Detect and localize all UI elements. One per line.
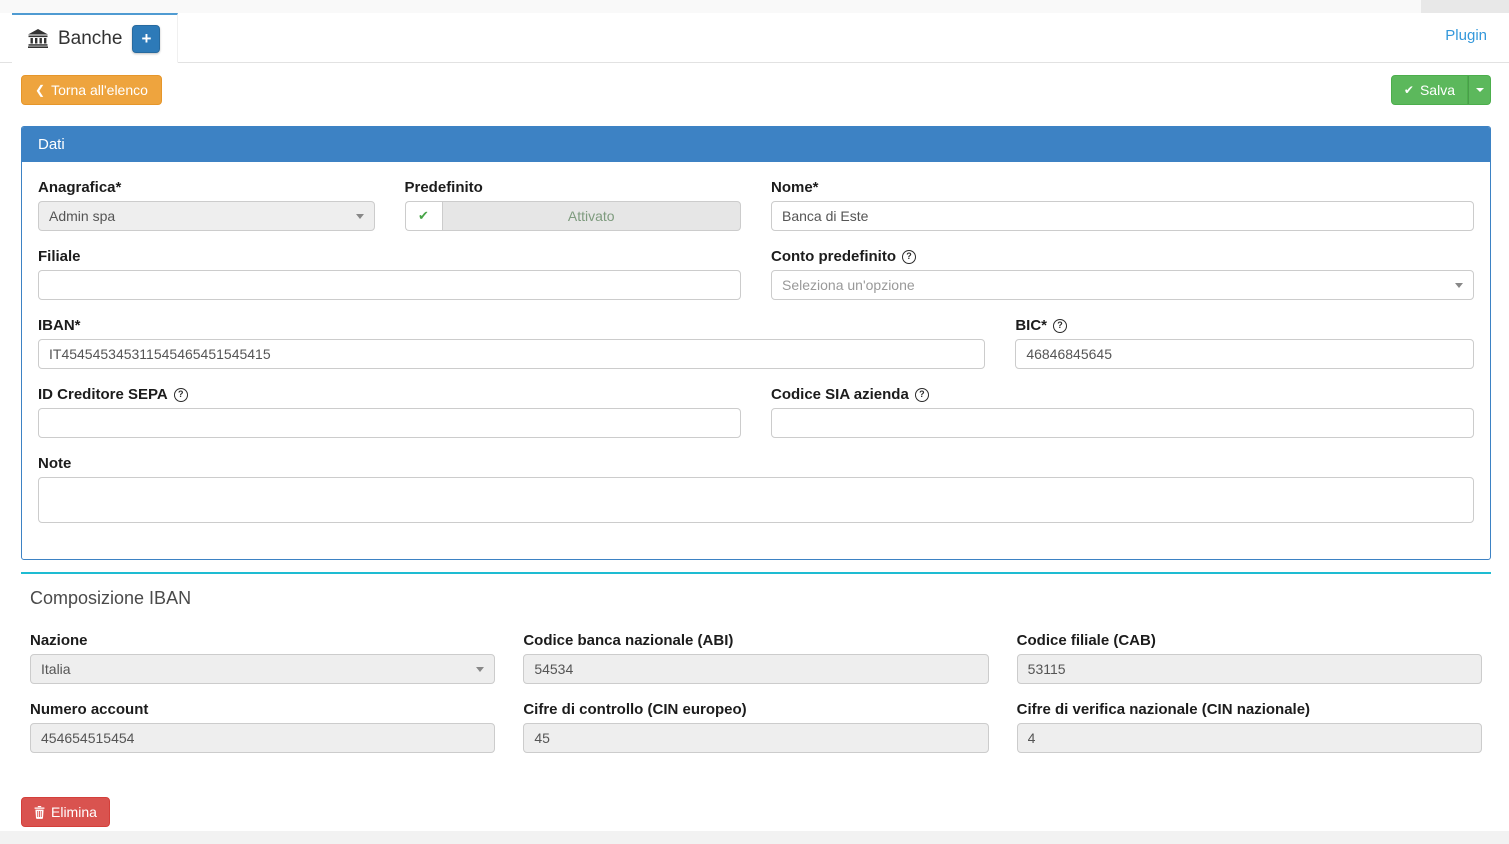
trash-icon	[34, 805, 45, 819]
filiale-label: Filiale	[38, 248, 81, 265]
save-button[interactable]: ✔ Salva	[1390, 75, 1468, 105]
caret-down-icon	[1475, 88, 1484, 92]
anagrafica-label: Anagrafica*	[38, 179, 122, 196]
form-row-1: Anagrafica* Admin spa Predefinito ✔ Atti…	[23, 179, 1489, 231]
conto-predefinito-label: Conto predefinito ?	[771, 248, 1474, 265]
composizione-iban-title: Composizione IBAN	[30, 588, 192, 608]
conto-predefinito-select[interactable]: Seleziona un'opzione	[771, 270, 1474, 300]
save-dropdown-button[interactable]	[1468, 75, 1491, 105]
field-iban: IBAN*	[23, 317, 1000, 369]
field-nazione: Nazione Italia	[16, 632, 509, 684]
id-creditore-sepa-label: ID Creditore SEPA ?	[38, 386, 741, 403]
filiale-input[interactable]	[38, 270, 741, 300]
codice-sia-label: Codice SIA azienda ?	[771, 386, 1474, 403]
cin-europeo-input	[523, 723, 989, 753]
check-icon: ✔	[1403, 83, 1414, 97]
save-button-group: ✔ Salva	[1390, 75, 1491, 105]
field-bic: BIC* ?	[1000, 317, 1489, 369]
chevron-down-icon	[476, 666, 485, 672]
field-note: Note	[23, 455, 1489, 528]
form-row-4: ID Creditore SEPA ? Codice SIA azienda ?	[23, 386, 1489, 438]
main-sheet: Banche + Plugin ❮ Torna all'elenco ✔ Sal…	[0, 13, 1509, 831]
save-label: Salva	[1419, 82, 1455, 98]
back-to-list-label: Torna all'elenco	[51, 82, 148, 98]
note-textarea[interactable]	[38, 477, 1474, 523]
field-cin-europeo: Cifre di controllo (CIN europeo)	[509, 701, 1002, 753]
chevron-down-icon	[1455, 282, 1463, 288]
codice-sia-label-text: Codice SIA azienda	[771, 386, 909, 403]
chevron-left-icon: ❮	[35, 83, 46, 97]
cab-input	[1016, 654, 1482, 684]
iban-label: IBAN*	[38, 317, 81, 334]
abi-input	[523, 654, 989, 684]
plugin-link[interactable]: Plugin	[1445, 27, 1487, 44]
field-abi: Codice banca nazionale (ABI)	[509, 632, 1002, 684]
bank-icon	[28, 29, 48, 48]
dati-panel-title: Dati	[22, 127, 1490, 162]
nome-label: Nome*	[771, 179, 819, 196]
bic-input[interactable]	[1015, 339, 1474, 369]
field-cin-nazionale: Cifre di verifica nazionale (CIN naziona…	[1003, 701, 1496, 753]
check-icon[interactable]: ✔	[404, 201, 442, 231]
iban-input[interactable]	[38, 339, 986, 369]
predefinito-label: Predefinito	[404, 179, 483, 196]
nazione-value: Italia	[41, 661, 71, 677]
conto-predefinito-placeholder: Seleziona un'opzione	[782, 277, 915, 293]
help-icon: ?	[173, 387, 188, 402]
cin-nazionale-input	[1016, 723, 1482, 753]
actions-row: ❮ Torna all'elenco ✔ Salva	[21, 75, 1491, 105]
composizione-row-2: Numero account Cifre di controllo (CIN e…	[16, 701, 1496, 753]
bic-label: BIC* ?	[1015, 317, 1474, 334]
id-creditore-sepa-label-text: ID Creditore SEPA	[38, 386, 168, 403]
content-area: ❮ Torna all'elenco ✔ Salva Dati Anagrafi…	[0, 63, 1509, 827]
dati-panel: Dati Anagrafica* Admin spa Predefinito ✔	[21, 126, 1491, 560]
note-label: Note	[38, 455, 72, 472]
top-strip	[0, 0, 1509, 13]
cin-nazionale-label: Cifre di verifica nazionale (CIN naziona…	[1016, 701, 1311, 718]
tab-banche-label: Banche	[58, 27, 123, 49]
add-record-button[interactable]: +	[132, 24, 161, 53]
id-creditore-sepa-input[interactable]	[38, 408, 741, 438]
conto-predefinito-label-text: Conto predefinito	[771, 248, 896, 265]
field-numero-account: Numero account	[16, 701, 509, 753]
tab-banche[interactable]: Banche +	[12, 13, 179, 63]
anagrafica-select: Admin spa	[38, 201, 375, 231]
nazione-label: Nazione	[30, 632, 88, 649]
predefinito-toggle[interactable]: ✔ Attivato	[404, 201, 741, 231]
form-row-5: Note	[23, 455, 1489, 528]
cin-europeo-label: Cifre di controllo (CIN europeo)	[523, 701, 747, 718]
tab-bar: Banche + Plugin	[0, 13, 1509, 63]
nome-input[interactable]	[771, 201, 1474, 231]
field-anagrafica: Anagrafica* Admin spa	[23, 179, 390, 231]
delete-label: Elimina	[51, 804, 97, 820]
bic-label-text: BIC*	[1015, 317, 1047, 334]
field-filiale: Filiale	[23, 248, 756, 300]
back-to-list-button[interactable]: ❮ Torna all'elenco	[21, 75, 162, 105]
anagrafica-value: Admin spa	[49, 208, 116, 224]
top-right-corner-box	[1421, 0, 1509, 13]
field-conto-predefinito: Conto predefinito ? Seleziona un'opzione	[756, 248, 1489, 300]
abi-label: Codice banca nazionale (ABI)	[523, 632, 734, 649]
help-icon: ?	[1053, 318, 1067, 333]
form-row-2: Filiale Conto predefinito ? Seleziona un…	[23, 248, 1489, 300]
field-codice-sia: Codice SIA azienda ?	[756, 386, 1489, 438]
composizione-iban-section: Composizione IBAN Nazione Italia Codice …	[21, 572, 1491, 753]
composizione-row-1: Nazione Italia Codice banca nazionale (A…	[16, 632, 1496, 684]
codice-sia-input[interactable]	[771, 408, 1474, 438]
dati-panel-body: Anagrafica* Admin spa Predefinito ✔ Atti…	[22, 162, 1490, 559]
predefinito-state: Attivato	[441, 201, 741, 231]
form-row-3: IBAN* BIC* ?	[23, 317, 1489, 369]
help-icon: ?	[914, 387, 929, 402]
cab-label: Codice filiale (CAB)	[1016, 632, 1156, 649]
chevron-down-icon	[355, 213, 364, 219]
field-cab: Codice filiale (CAB)	[1003, 632, 1496, 684]
field-id-creditore-sepa: ID Creditore SEPA ?	[23, 386, 756, 438]
numero-account-input	[30, 723, 496, 753]
help-icon: ?	[901, 249, 916, 264]
field-nome: Nome*	[756, 179, 1489, 231]
numero-account-label: Numero account	[30, 701, 149, 718]
field-predefinito: Predefinito ✔ Attivato	[390, 179, 757, 231]
delete-button[interactable]: Elimina	[21, 797, 110, 827]
nazione-select: Italia	[30, 654, 496, 684]
